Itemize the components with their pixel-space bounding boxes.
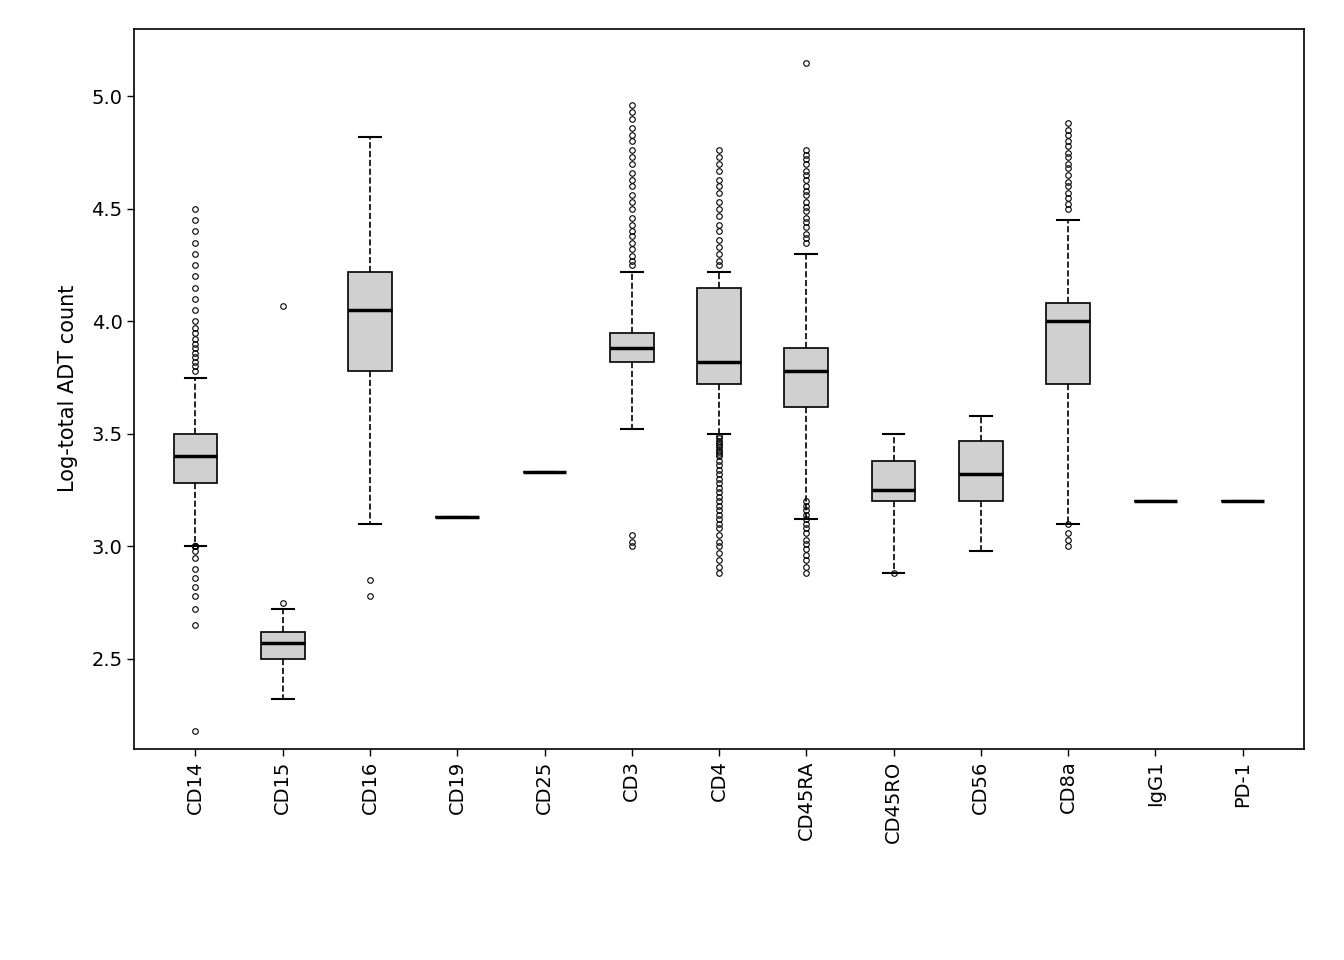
PathPatch shape [960, 441, 1003, 501]
PathPatch shape [261, 632, 305, 659]
PathPatch shape [348, 272, 392, 371]
Y-axis label: Log-total ADT count: Log-total ADT count [58, 285, 78, 492]
PathPatch shape [173, 434, 218, 483]
PathPatch shape [785, 348, 828, 407]
PathPatch shape [698, 288, 741, 384]
PathPatch shape [872, 461, 915, 501]
PathPatch shape [1046, 303, 1090, 384]
PathPatch shape [610, 332, 653, 362]
